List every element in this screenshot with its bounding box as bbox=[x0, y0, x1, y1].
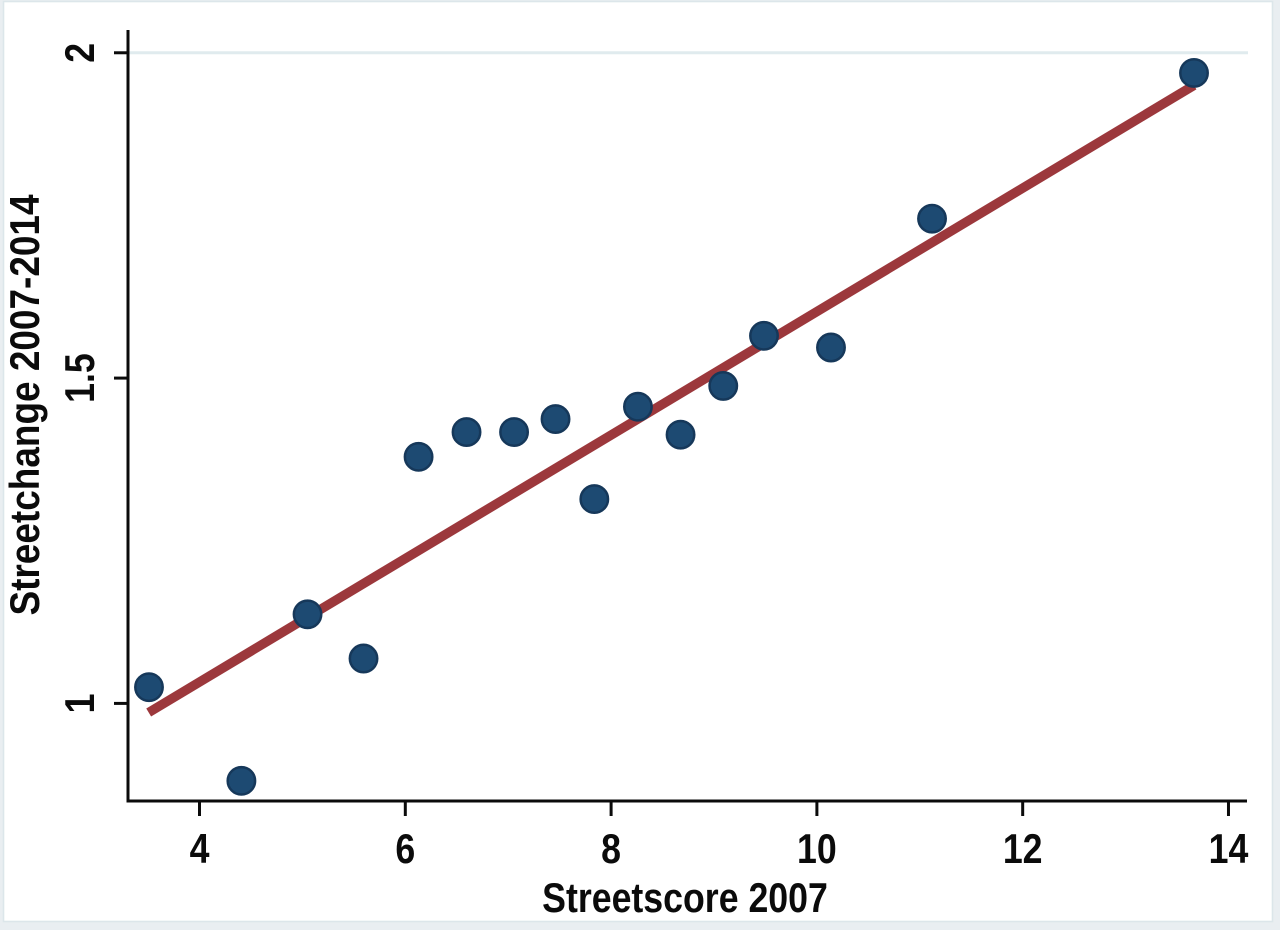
scatter-point-10 bbox=[665, 419, 696, 450]
scatter-point-11 bbox=[708, 370, 739, 401]
scatter-point-9 bbox=[623, 391, 653, 422]
scatter-point-3 bbox=[348, 643, 379, 674]
y-tick-label-1.5: 1.5 bbox=[57, 353, 103, 403]
scatter-point-2 bbox=[292, 599, 323, 630]
y-tick-label-2: 2 bbox=[57, 43, 103, 63]
scatter-point-12 bbox=[749, 320, 779, 351]
scatter-point-6 bbox=[499, 417, 530, 448]
scatter-point-5 bbox=[451, 417, 482, 448]
x-tick-label-10: 10 bbox=[797, 826, 837, 872]
y-axis-title: Streetchange 2007-2014 bbox=[2, 194, 49, 615]
fit-line bbox=[146, 81, 1197, 717]
x-tick-label-6: 6 bbox=[395, 826, 415, 872]
x-axis-title: Streetscore 2007 bbox=[542, 875, 828, 921]
scatter-point-8 bbox=[579, 484, 610, 515]
x-tick-label-14: 14 bbox=[1209, 826, 1249, 872]
scatter-point-15 bbox=[1179, 57, 1209, 88]
scatter-point-14 bbox=[917, 203, 947, 234]
x-tick-label-12: 12 bbox=[1003, 826, 1043, 872]
scatter-point-4 bbox=[403, 441, 434, 472]
x-tick-label-8: 8 bbox=[601, 826, 621, 872]
x-tick-label-4: 4 bbox=[190, 826, 210, 872]
scatter-point-1 bbox=[226, 765, 257, 796]
scatter-point-7 bbox=[540, 404, 571, 435]
y-tick-label-1: 1 bbox=[57, 693, 103, 713]
scatter-point-0 bbox=[134, 672, 164, 703]
scatter-point-13 bbox=[816, 332, 846, 363]
